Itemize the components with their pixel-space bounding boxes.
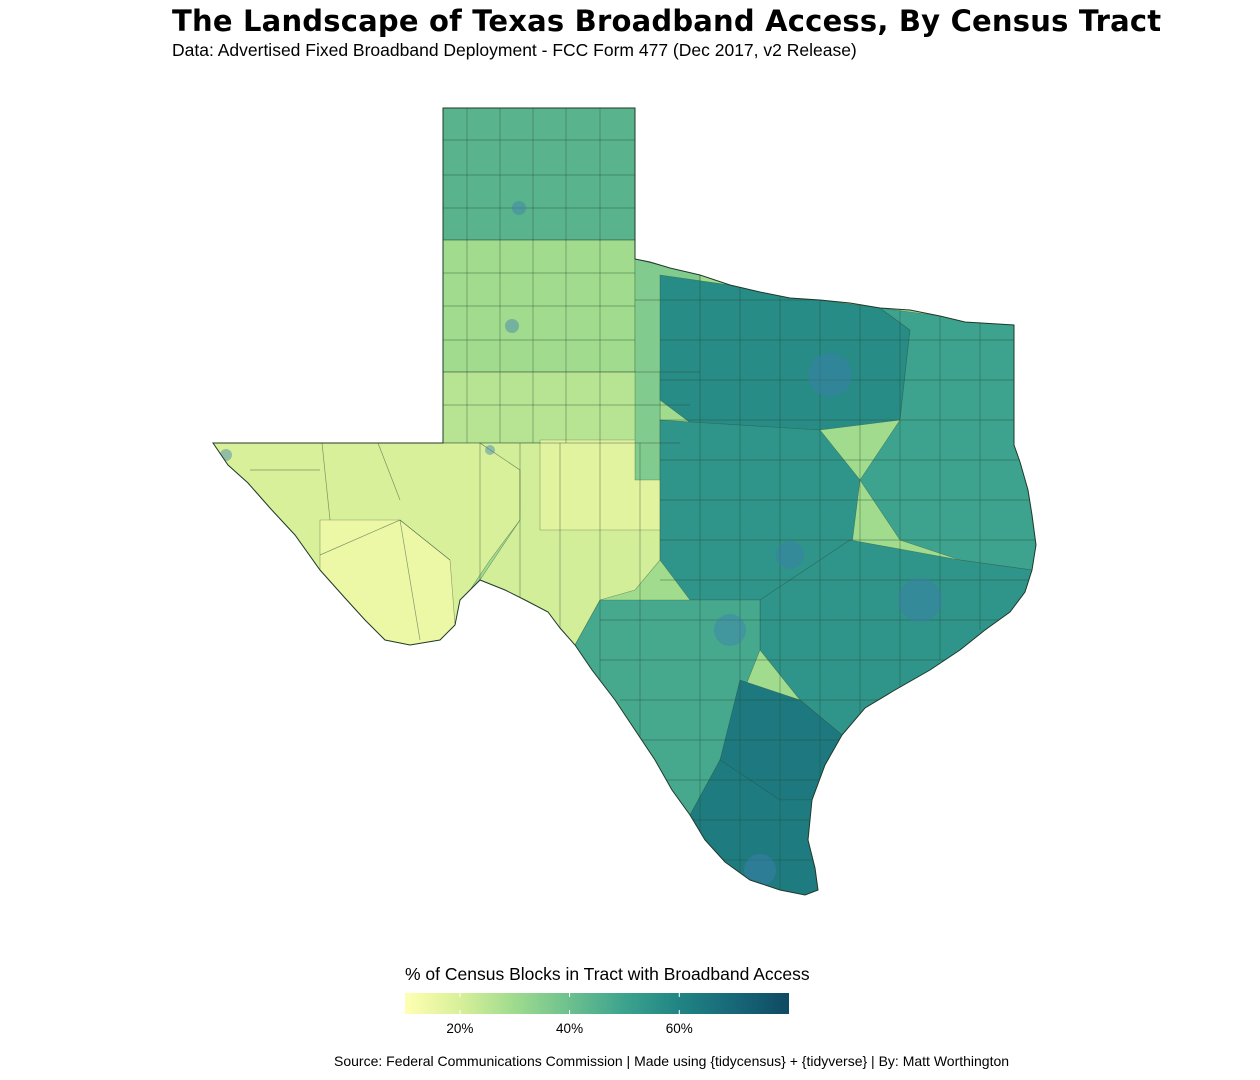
legend-tick-label: 60% (665, 1021, 693, 1036)
metro-san-antonio (714, 614, 746, 646)
legend-colorbar (405, 993, 789, 1014)
metro-houston (898, 578, 942, 622)
chart-title: The Landscape of Texas Broadband Access,… (172, 4, 1162, 38)
region-north-texas (659, 274, 911, 431)
legend-gradient (405, 993, 789, 1014)
metro-dallas-fort-worth (808, 353, 852, 397)
metro-austin (776, 541, 804, 569)
legend-title: % of Census Blocks in Tract with Broadba… (405, 964, 810, 984)
metro-midland (485, 445, 495, 455)
chart-subtitle: Data: Advertised Fixed Broadband Deploym… (172, 40, 857, 60)
legend-tick-label: 40% (556, 1021, 584, 1036)
metro-lubbock (505, 319, 519, 333)
region-panhandle-north (442, 108, 636, 241)
legend-tick-label: 20% (446, 1021, 474, 1036)
metro-rio-grande (744, 854, 776, 886)
county-grid (250, 108, 1036, 890)
metro-el-paso (220, 449, 232, 461)
metro-amarillo (512, 201, 526, 215)
map-regions (213, 108, 1036, 895)
source-caption: Source: Federal Communications Commissio… (334, 1053, 1010, 1069)
texas-outline (212, 107, 1037, 896)
legend-tick-marks (459, 993, 680, 1014)
region-south-plains (442, 371, 661, 444)
metro-clusters (220, 201, 942, 886)
